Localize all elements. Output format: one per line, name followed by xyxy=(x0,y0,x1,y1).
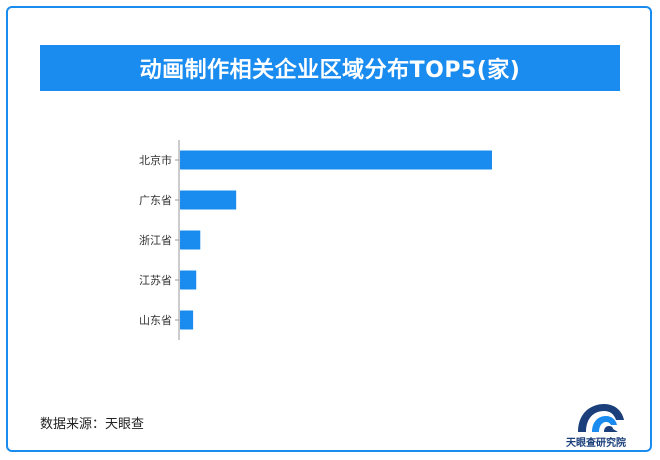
bar-3 xyxy=(180,270,197,290)
title-banner: 动画制作相关企业区域分布TOP5(家) xyxy=(40,45,620,91)
y-tick-label: 北京市 xyxy=(139,153,172,167)
tianyancha-logo-icon xyxy=(578,404,624,432)
logo-text: 天眼查研究院 xyxy=(566,438,626,449)
y-tick-label: 江苏省 xyxy=(139,274,172,287)
data-source: 数据来源：天眼查 xyxy=(40,417,145,432)
y-tick-label: 广东省 xyxy=(139,194,172,207)
bar-1 xyxy=(180,190,237,210)
y-tick-label: 山东省 xyxy=(139,314,172,327)
tianyancha-logo: 天眼查研究院 xyxy=(556,398,636,450)
bar-4 xyxy=(180,310,194,330)
bar-0 xyxy=(180,150,492,170)
y-tick-label: 浙江省 xyxy=(139,234,172,247)
chart-title: 动画制作相关企业区域分布TOP5(家) xyxy=(139,58,521,83)
bar-2 xyxy=(180,230,201,250)
